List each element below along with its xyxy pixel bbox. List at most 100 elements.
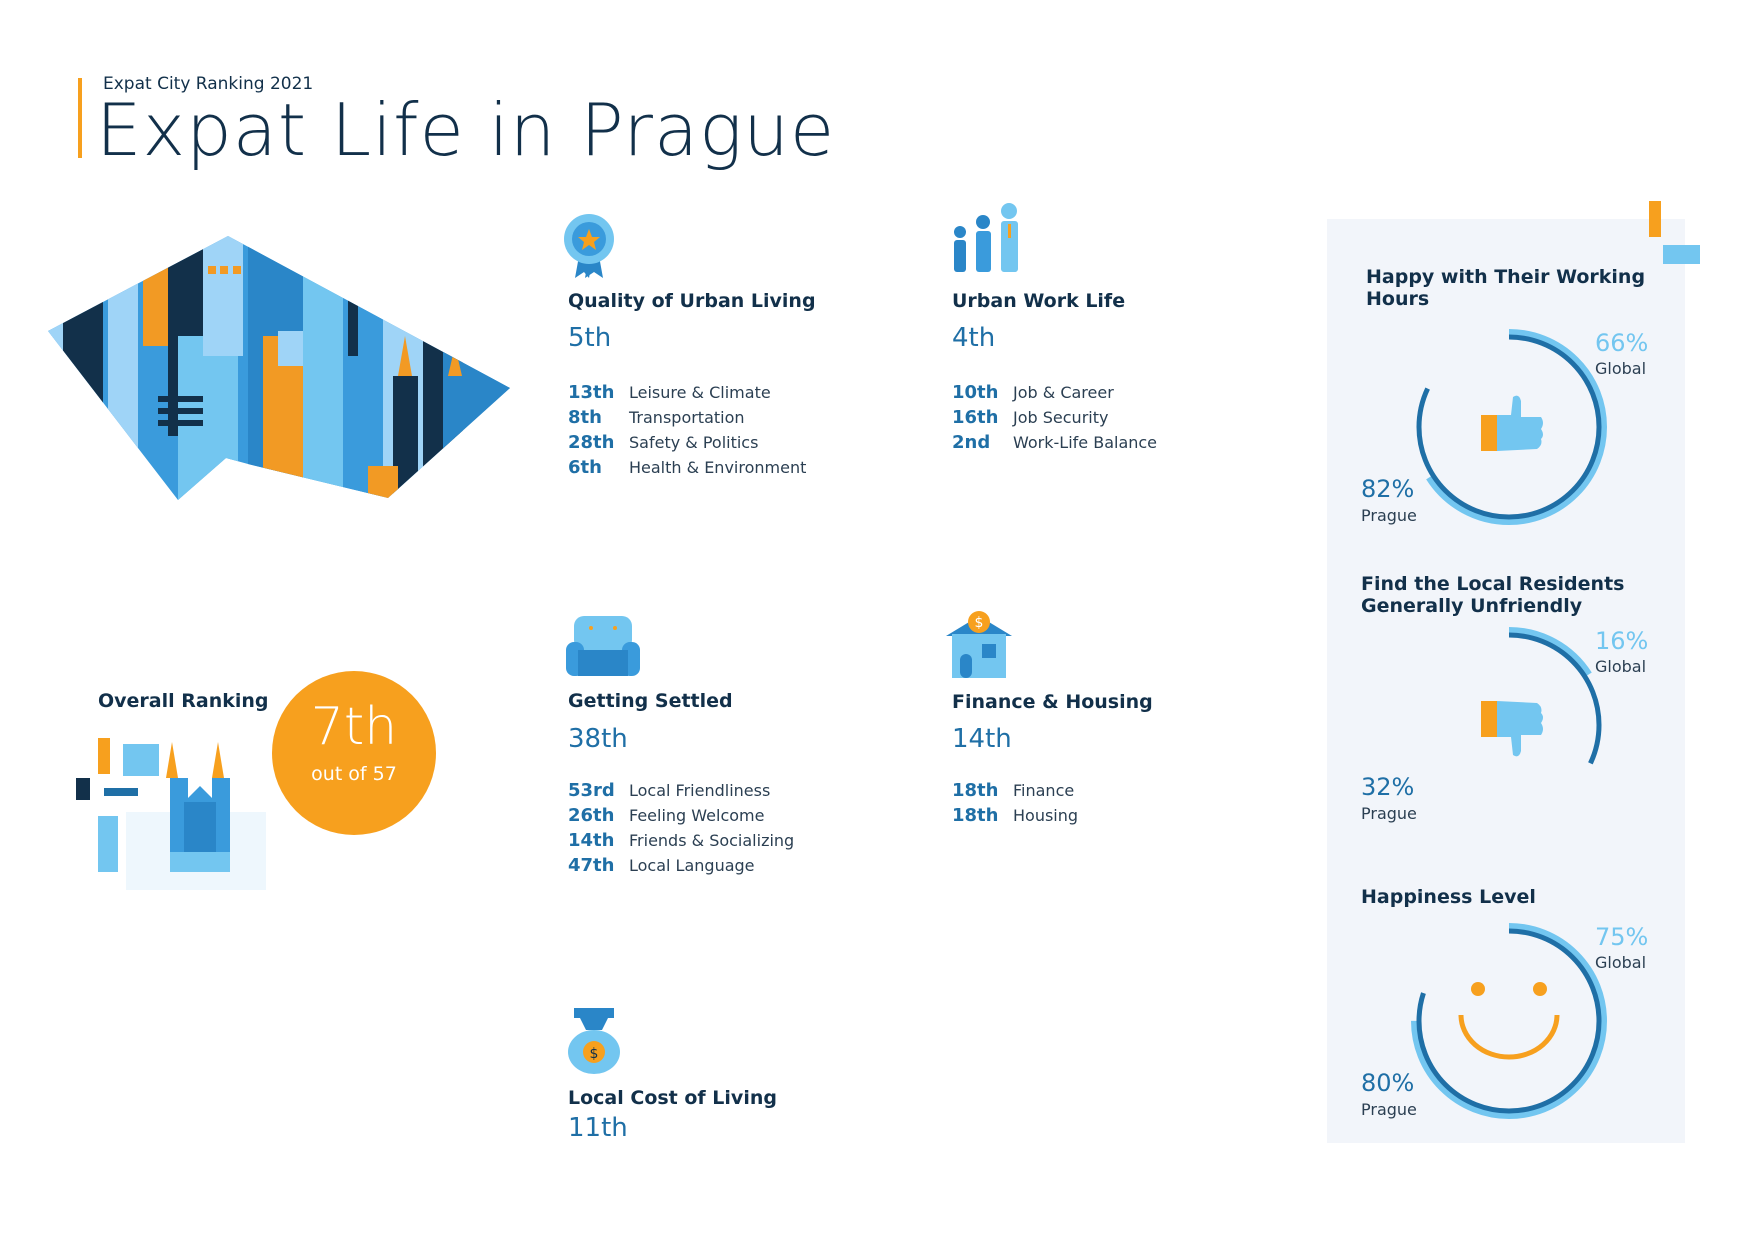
people-icon — [954, 203, 1018, 272]
item-label: Local Language — [629, 856, 755, 875]
item-label: Safety & Politics — [629, 433, 759, 452]
item-label: Work-Life Balance — [1013, 433, 1158, 452]
item-label: Feeling Welcome — [629, 806, 765, 825]
gauge-chart — [1411, 627, 1607, 823]
prague-arc — [1416, 334, 1602, 520]
list-item: 26th Feeling Welcome — [568, 803, 794, 828]
item-rank: 47th — [568, 855, 615, 876]
prague-arc — [1416, 928, 1602, 1114]
list-item: 10th Job & Career — [952, 380, 1157, 405]
item-rank: 10th — [952, 382, 999, 403]
item-rank: 28th — [568, 432, 615, 453]
prague-label: Prague — [1361, 804, 1417, 823]
global-label: Global — [1595, 657, 1647, 676]
prague-skyline-illustration — [48, 236, 510, 500]
item-label: Job & Career — [1013, 383, 1114, 402]
category-title: Urban Work Life — [952, 290, 1126, 312]
category-quality-of-urban-living — [562, 212, 616, 284]
global-arc — [1411, 329, 1607, 525]
list-item: 8th Transportation — [568, 405, 806, 430]
item-label: Finance — [1013, 781, 1075, 800]
category-rank: 14th — [952, 724, 1012, 754]
global-label: Global — [1595, 953, 1647, 972]
category-title: Getting Settled — [568, 690, 733, 712]
svg-text:$: $ — [590, 1046, 599, 1062]
gauge-title: Find the Local Residents Generally Unfri… — [1361, 573, 1625, 617]
item-rank: 6th — [568, 457, 602, 478]
global-arc — [1411, 923, 1607, 1119]
armchair-icon — [566, 616, 640, 676]
category-title: Quality of Urban Living — [568, 290, 816, 312]
item-rank: 18th — [952, 780, 999, 801]
award-ribbon-icon — [564, 214, 614, 278]
item-label: Friends & Socializing — [629, 831, 795, 850]
list-item: 47th Local Language — [568, 853, 794, 878]
page-title: Expat Life in Prague — [96, 88, 836, 172]
thumbs-down-icon — [1481, 701, 1543, 757]
list-item: 16th Job Security — [952, 405, 1157, 430]
global-label: Global — [1595, 359, 1647, 378]
category-rank: 4th — [952, 323, 996, 353]
survey-panel — [1327, 219, 1685, 1143]
overall-ranking-label: Overall Ranking — [98, 690, 269, 712]
item-rank: 53rd — [568, 780, 615, 801]
item-label: Transportation — [629, 408, 745, 427]
gauge-title: Happy with Their Working Hours — [1366, 266, 1646, 310]
list-item: 6th Health & Environment — [568, 455, 806, 480]
global-arc — [1411, 627, 1607, 823]
decor-blue-rect — [1663, 245, 1700, 264]
global-percent: 75% — [1595, 923, 1649, 951]
money-bag-icon: $ — [568, 1008, 620, 1074]
list-item: 13th Leisure & Climate — [568, 380, 806, 405]
category-title: Finance & Housing — [952, 691, 1153, 713]
item-label: Health & Environment — [629, 458, 807, 477]
smiley-icon — [1458, 982, 1560, 1060]
item-label: Leisure & Climate — [629, 383, 771, 402]
global-percent: 16% — [1595, 627, 1649, 655]
category-rank: 5th — [568, 323, 612, 353]
house-coin-icon: $ — [946, 611, 1012, 678]
prague-percent: 82% — [1361, 475, 1415, 503]
prague-label: Prague — [1361, 506, 1417, 525]
accent-bar — [78, 78, 82, 158]
subranking-list: 18th Finance 18th Housing — [952, 778, 1078, 828]
prague-percent: 32% — [1361, 773, 1415, 801]
thumbs-up-icon — [1481, 395, 1543, 451]
gauge-chart — [1411, 329, 1607, 525]
church-illustration — [76, 738, 266, 890]
gauge-chart — [1411, 923, 1607, 1119]
subtitle: Expat City Ranking 2021 — [103, 74, 314, 94]
list-item: 53rd Local Friendliness — [568, 778, 794, 803]
overall-rank-badge: 7th out of 57 — [272, 671, 436, 835]
subranking-list: 13th Leisure & Climate 8th Transportation … — [568, 380, 806, 480]
item-rank: 8th — [568, 407, 602, 428]
list-item: 28th Safety & Politics — [568, 430, 806, 455]
list-item: 14th Friends & Socializing — [568, 828, 794, 853]
svg-text:$: $ — [975, 615, 984, 631]
item-rank: 13th — [568, 382, 615, 403]
item-rank: 26th — [568, 805, 615, 826]
prague-label: Prague — [1361, 1100, 1417, 1119]
list-item: 18th Finance — [952, 778, 1078, 803]
subranking-list: 10th Job & Career 16th Job Security 2nd Wor… — [952, 380, 1157, 455]
item-rank: 14th — [568, 830, 615, 851]
global-percent: 66% — [1595, 329, 1649, 357]
item-label: Job Security — [1013, 408, 1109, 427]
category-rank: 38th — [568, 724, 628, 754]
category-rank: 11th — [568, 1113, 628, 1143]
gauge-title: Happiness Level — [1361, 886, 1536, 908]
list-item: 2nd Work-Life Balance — [952, 430, 1157, 455]
item-rank: 2nd — [952, 432, 991, 453]
item-label: Local Friendliness — [629, 781, 771, 800]
list-item: 18th Housing — [952, 803, 1078, 828]
prague-percent: 80% — [1361, 1069, 1415, 1097]
overall-out-of: out of 57 — [311, 763, 397, 785]
decor-orange-bar — [1649, 201, 1661, 237]
category-title: Local Cost of Living — [568, 1087, 777, 1109]
item-rank: 18th — [952, 805, 999, 826]
subranking-list: 53rd Local Friendliness 26th Feeling Welco… — [568, 778, 794, 878]
item-label: Housing — [1013, 806, 1079, 825]
overall-rank: 7th — [310, 697, 398, 757]
item-rank: 16th — [952, 407, 999, 428]
